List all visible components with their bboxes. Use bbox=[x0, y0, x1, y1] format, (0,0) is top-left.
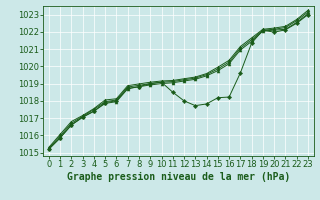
X-axis label: Graphe pression niveau de la mer (hPa): Graphe pression niveau de la mer (hPa) bbox=[67, 172, 290, 182]
